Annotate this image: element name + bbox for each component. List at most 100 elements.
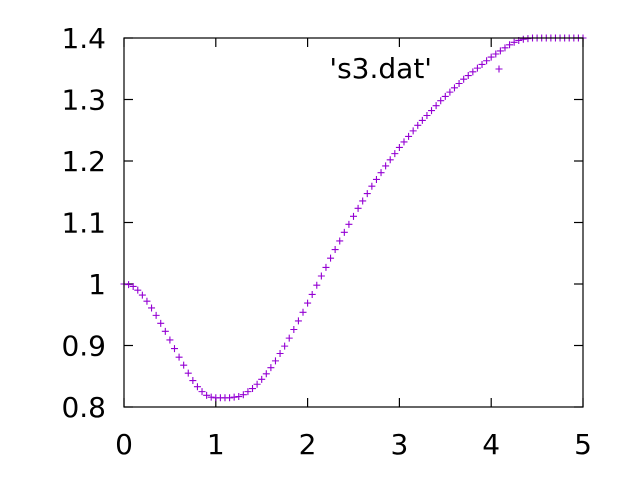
data-point (386, 156, 394, 164)
data-point (368, 182, 376, 190)
data-point (395, 143, 403, 151)
data-point (294, 317, 302, 325)
data-point (492, 50, 500, 58)
data-point (418, 116, 426, 124)
data-point (285, 334, 293, 342)
data-point (281, 342, 289, 350)
data-point (506, 41, 514, 49)
x-tick-label: 0 (115, 428, 133, 461)
legend-marker (495, 65, 503, 73)
data-point (469, 68, 477, 76)
legend-label: 's3.dat' (329, 52, 432, 85)
data-point (125, 281, 133, 289)
data-point (184, 369, 192, 377)
y-tick-label: 0.8 (61, 391, 106, 424)
data-point (363, 190, 371, 198)
x-tick-label: 3 (390, 428, 408, 461)
y-tick-label: 1.1 (61, 207, 106, 240)
data-point (170, 345, 178, 353)
data-point (271, 357, 279, 365)
data-point (437, 97, 445, 105)
data-point (391, 150, 399, 158)
data-point (304, 299, 312, 307)
data-point (239, 391, 247, 399)
data-point (175, 353, 183, 361)
data-point (428, 107, 436, 115)
x-tick-label: 2 (299, 428, 317, 461)
data-point (478, 60, 486, 68)
x-tick-label: 4 (482, 428, 500, 461)
data-point (249, 385, 257, 393)
data-point (290, 326, 298, 334)
data-point (501, 44, 509, 52)
x-tick-label: 5 (574, 428, 592, 461)
data-point (308, 290, 316, 298)
data-point (350, 212, 357, 220)
data-point (487, 53, 495, 61)
plot-frame (123, 37, 584, 408)
data-point (519, 35, 527, 43)
data-point (372, 175, 380, 183)
data-point (414, 121, 422, 129)
legend: 's3.dat' (329, 52, 503, 85)
data-point (143, 297, 151, 305)
data-point (464, 72, 472, 80)
data-point (336, 237, 344, 245)
y-tick-label: 1.2 (61, 145, 106, 178)
y-tick-label: 0.9 (61, 330, 106, 363)
data-point (432, 102, 440, 110)
data-point (258, 375, 266, 383)
data-point (405, 132, 413, 140)
data-point (157, 319, 165, 327)
data-point (524, 35, 532, 43)
data-point (423, 111, 431, 119)
data-point (161, 327, 169, 335)
data-point (276, 349, 284, 357)
data-point (193, 383, 201, 391)
data-point (267, 364, 275, 372)
data-points (120, 34, 587, 402)
data-point (460, 75, 468, 83)
data-point (327, 254, 335, 262)
data-point (496, 47, 504, 55)
data-point (148, 304, 156, 312)
data-point (230, 393, 238, 401)
data-point (226, 394, 234, 402)
data-point (409, 127, 417, 135)
data-point (313, 281, 321, 289)
data-point (354, 204, 362, 212)
data-point (345, 220, 353, 228)
data-point (377, 169, 385, 177)
data-point (203, 391, 211, 399)
data-point (483, 57, 491, 65)
data-point (189, 377, 197, 385)
y-tick-label: 1.3 (61, 84, 106, 117)
y-tick-label: 1.4 (61, 22, 106, 55)
data-point (253, 380, 261, 388)
data-point (198, 388, 206, 396)
data-point (359, 197, 367, 205)
data-point (317, 272, 325, 280)
data-point (331, 246, 339, 254)
data-point (299, 308, 307, 316)
data-point (382, 162, 390, 170)
data-point (441, 92, 449, 100)
data-point (180, 361, 188, 369)
data-point (262, 370, 270, 378)
data-point (138, 291, 146, 299)
y-tick-label: 1 (88, 268, 106, 301)
data-point (322, 263, 330, 271)
data-point (129, 282, 137, 290)
axis-ticks: 0 1 2 3 4 5 0.8 0.9 1 1.1 1.2 1.3 1.4 (61, 22, 591, 461)
data-point (510, 38, 518, 46)
data-point (152, 311, 160, 319)
data-point (455, 80, 463, 88)
data-point (340, 228, 348, 236)
data-point (400, 138, 408, 146)
data-point (244, 388, 252, 396)
data-point (446, 88, 454, 96)
data-point (207, 393, 215, 401)
data-point (473, 64, 481, 72)
data-point (450, 84, 458, 92)
